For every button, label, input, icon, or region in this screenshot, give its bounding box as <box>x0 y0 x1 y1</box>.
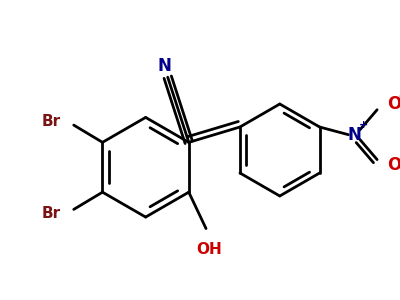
Text: -: - <box>398 89 400 103</box>
Text: +: + <box>359 120 368 130</box>
Text: Br: Br <box>41 114 60 129</box>
Text: O: O <box>387 95 400 113</box>
Text: OH: OH <box>196 242 222 257</box>
Text: N: N <box>347 126 361 144</box>
Text: Br: Br <box>41 206 60 221</box>
Text: N: N <box>158 57 172 75</box>
Text: O: O <box>387 156 400 174</box>
